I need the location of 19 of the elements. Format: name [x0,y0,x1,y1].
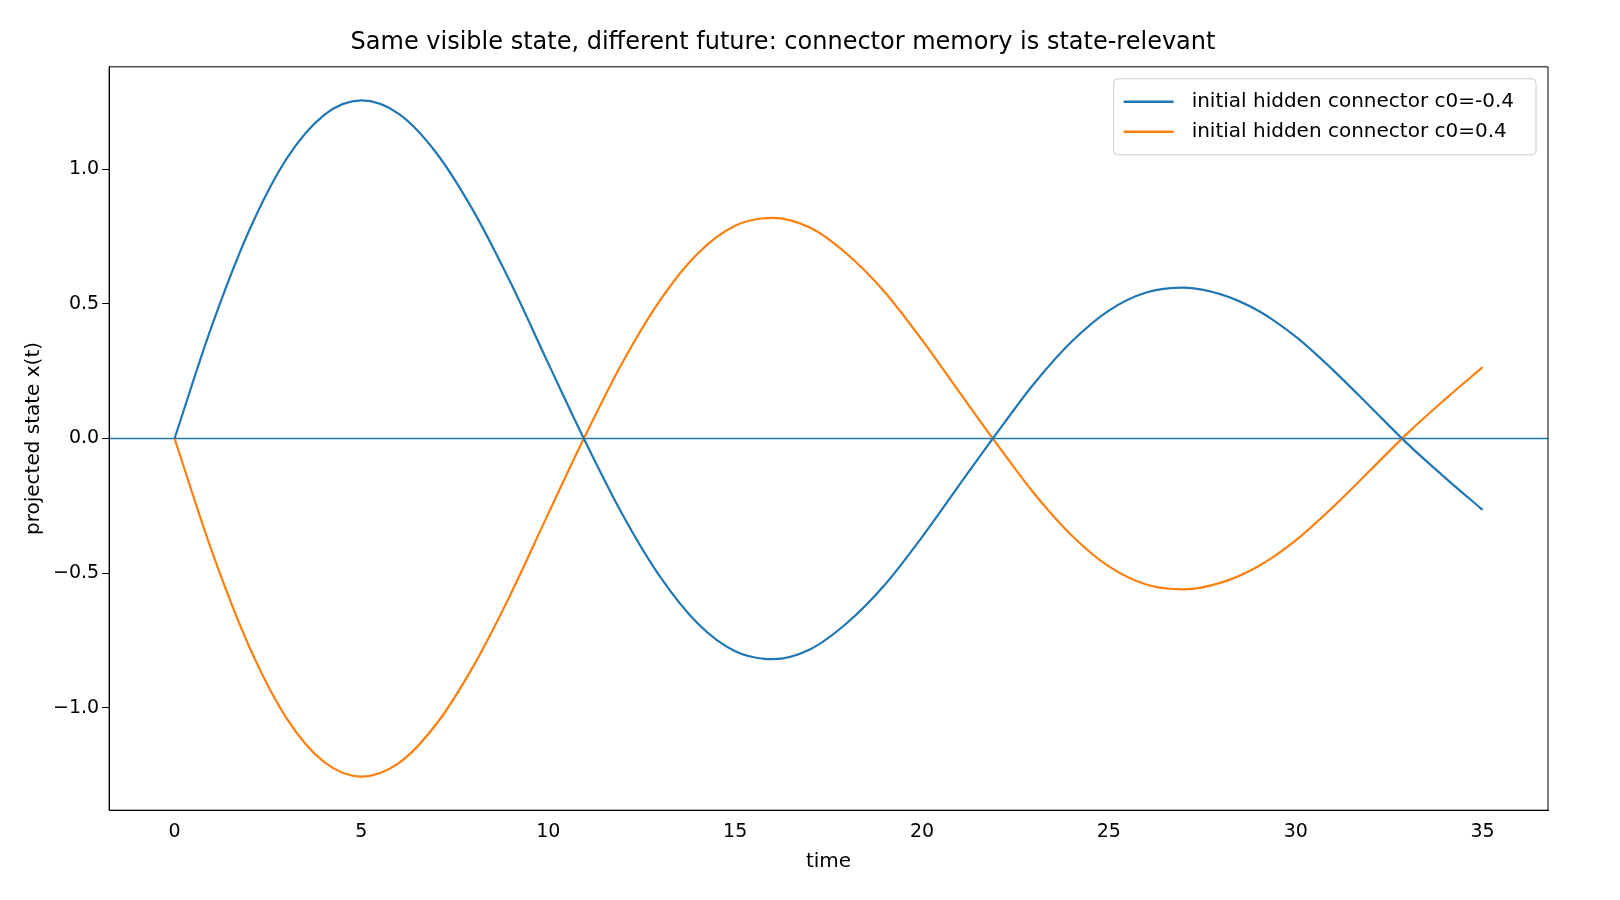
x-axis-title: time [805,848,852,873]
x-tick-label: 15 [723,818,748,841]
x-tick-label: 0 [168,818,181,841]
y-tick-label: 0.0 [68,425,100,448]
chart-title: Same visible state, different future: connector memory is state-relevant [350,26,1216,55]
x-tick-label: 30 [1283,818,1308,841]
y-tick-label: 1.0 [68,156,100,179]
x-tick-label: 10 [536,818,561,841]
x-tick-label: 20 [909,818,935,841]
y-tick-label: −0.5 [53,560,100,583]
legend-label: initial hidden connector c0=0.4 [1191,118,1507,142]
y-tick-label: −1.0 [53,694,100,717]
x-tick-label: 25 [1096,818,1121,841]
x-tick-label: 5 [355,818,368,841]
y-tick-label: 0.5 [68,290,100,313]
legend-label: initial hidden connector c0=-0.4 [1191,88,1515,112]
y-axis-title: projected state x(t) [20,341,45,536]
x-tick-label: 35 [1470,818,1495,841]
line-series [173,216,1484,778]
